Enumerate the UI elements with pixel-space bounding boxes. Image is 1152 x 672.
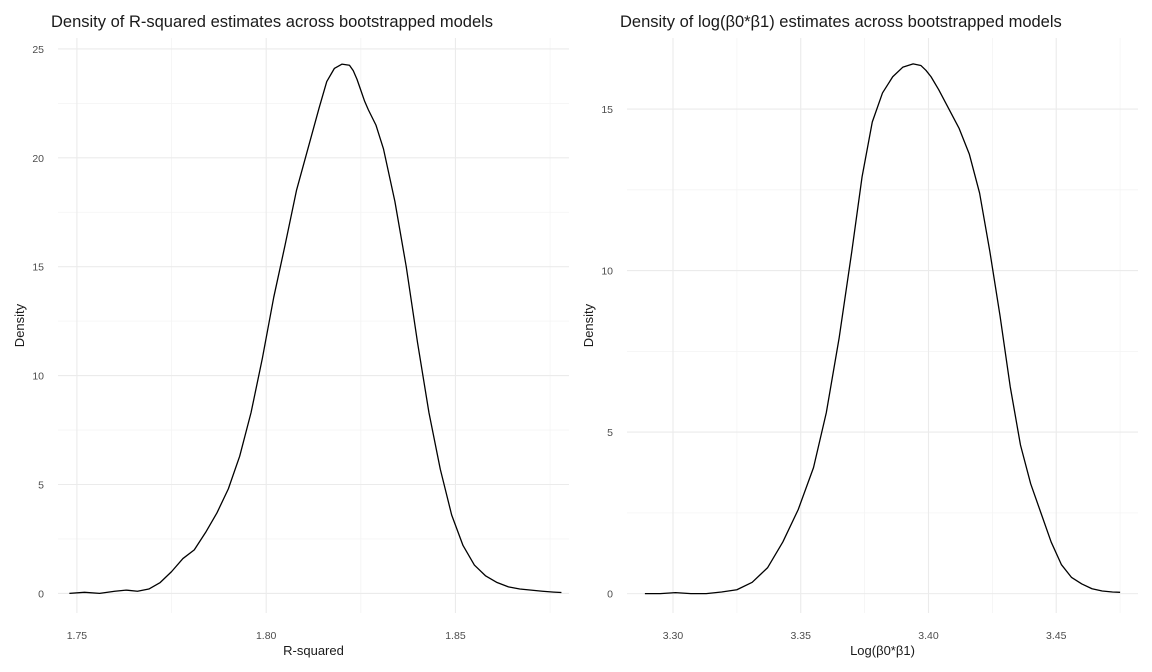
y-tick-label: 10: [601, 266, 613, 278]
x-tick-label: 3.30: [663, 630, 684, 642]
chart-title: Density of log(β0*β1) estimates across b…: [620, 13, 1062, 31]
x-tick-label: 3.45: [1046, 630, 1067, 642]
x-axis-title: Log(β0*β1): [850, 643, 915, 658]
x-tick-label: 1.80: [256, 630, 277, 642]
y-tick-label: 0: [38, 588, 44, 600]
y-tick-label: 15: [32, 262, 44, 274]
y-tick-label: 25: [32, 44, 44, 56]
y-tick-label: 0: [607, 589, 613, 601]
x-axis-title: R-squared: [283, 643, 344, 658]
y-tick-label: 5: [38, 479, 44, 491]
chart-title: Density of R-squared estimates across bo…: [51, 13, 493, 31]
x-tick-label: 1.85: [445, 630, 466, 642]
x-tick-label: 1.75: [67, 630, 88, 642]
y-tick-label: 5: [607, 427, 613, 439]
y-axis-title: Density: [12, 303, 27, 347]
density-curve: [644, 63, 1121, 595]
y-tick-label: 20: [32, 153, 44, 165]
x-tick-label: 3.40: [918, 630, 939, 642]
y-axis-title: Density: [581, 303, 596, 347]
chart-panel-1: 1.75 1.80 1.85 0 5 10 15 20 25 Density of R-squar…: [12, 13, 569, 658]
y-tick-label: 15: [601, 104, 613, 116]
density-curve: [69, 63, 562, 595]
y-tick-label: 10: [32, 371, 44, 383]
x-tick-label: 3.35: [791, 630, 812, 642]
chart-panel-2: 3.30 3.35 3.40 3.45 0 5 10 15 Density of log(β0*…: [581, 13, 1138, 658]
